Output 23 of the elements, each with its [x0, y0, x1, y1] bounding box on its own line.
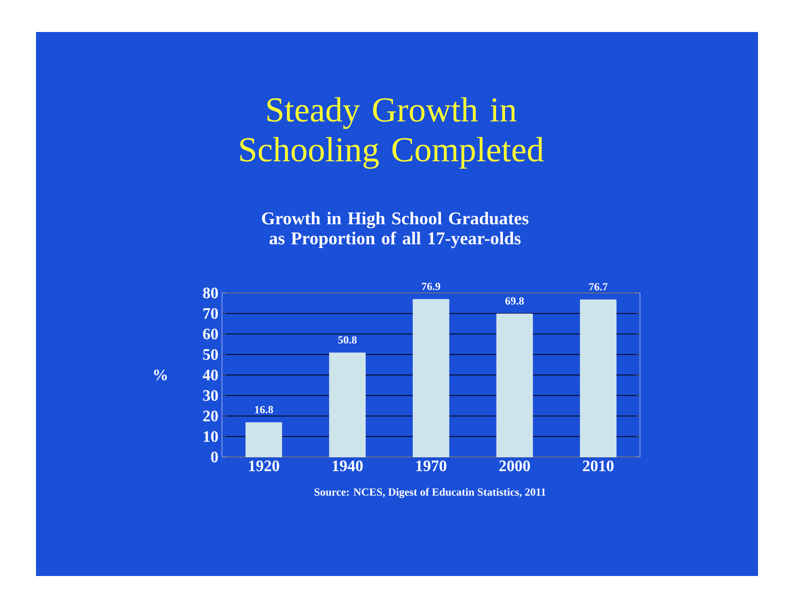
- data-label: 50.8: [338, 336, 357, 344]
- y-tick-label: 80: [203, 288, 218, 298]
- x-tick-label: 1970: [416, 460, 446, 472]
- y-tick-label: 30: [203, 390, 218, 401]
- data-label: 69.8: [505, 297, 524, 305]
- y-tick-label: 70: [203, 308, 218, 319]
- data-label: 16.8: [255, 406, 274, 414]
- y-tick-label: 50: [203, 349, 218, 360]
- x-tick-label: 1920: [249, 460, 280, 472]
- y-tick-label: 40: [202, 370, 218, 380]
- x-tick-label: 2010: [582, 460, 614, 472]
- y-tick-label: 0: [211, 452, 218, 462]
- data-label: 76.7: [589, 283, 608, 291]
- source-note: Source: NCES, Digest of Educatin Statistics, 2011: [314, 488, 546, 498]
- y-tick-label: 10: [204, 431, 218, 442]
- x-tick-label: 1940: [332, 460, 363, 472]
- y-axis-title: %: [154, 370, 167, 380]
- y-tick-label: 60: [203, 328, 218, 340]
- data-label: 76.9: [422, 282, 440, 290]
- x-tick-label: 2000: [499, 460, 530, 472]
- chart-title: Steady Growth in Schooling Completed: [240, 97, 544, 169]
- chart-subtitle: Growth in High School Graduates as Proportion of all 17-year-olds: [262, 212, 528, 248]
- y-tick-label: 20: [203, 410, 218, 422]
